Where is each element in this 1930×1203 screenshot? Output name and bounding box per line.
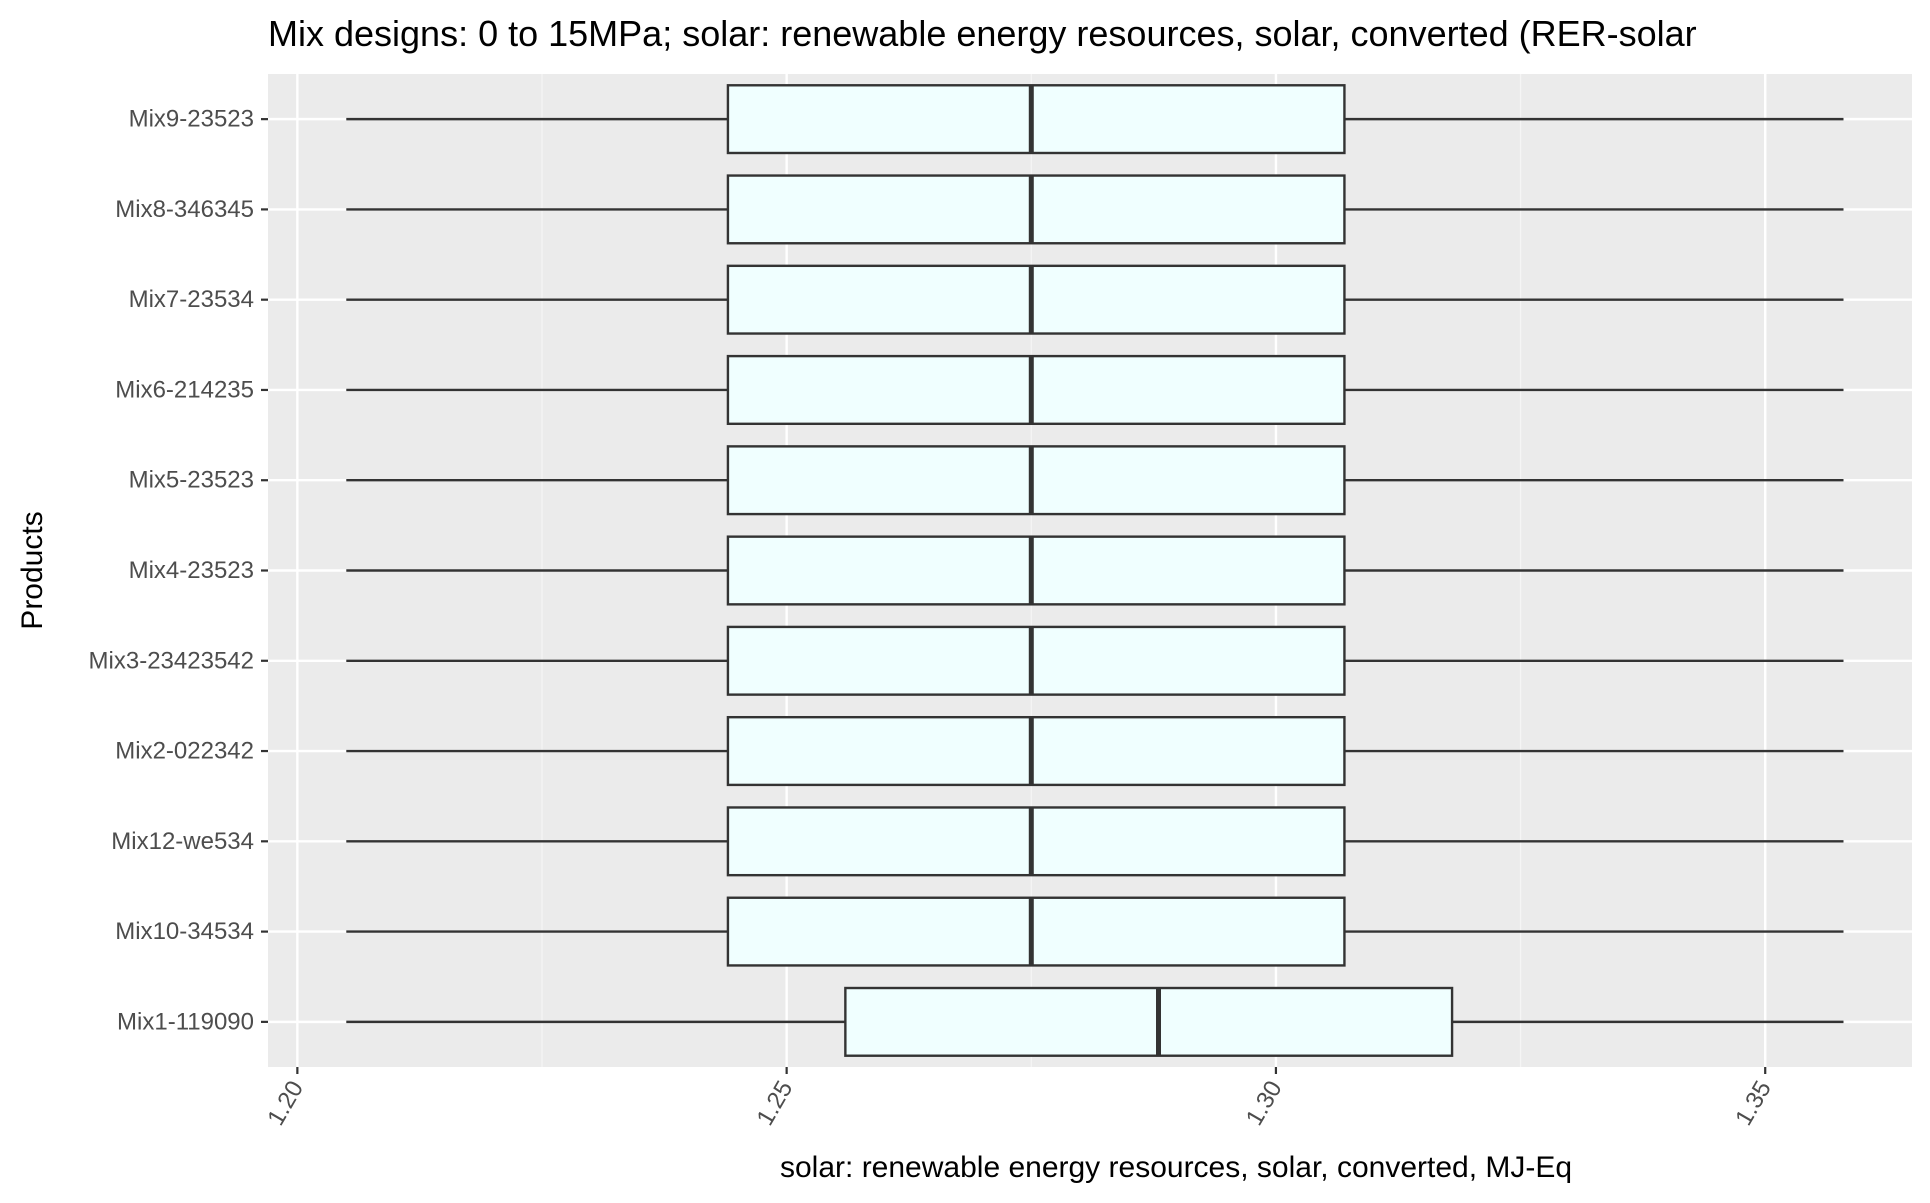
boxes [346,84,1844,1057]
iqr-box [726,625,1346,696]
box-Mix8-346345 [346,174,1844,245]
y-tick-label: Mix10-34534 [115,918,254,945]
box-Mix3-23423542 [346,625,1844,696]
y-tick-label: Mix8-346345 [115,196,254,223]
iqr-box [844,986,1454,1057]
box-Mix6-214235 [346,354,1844,426]
y-axis-title: Products [16,511,49,629]
iqr-box [726,445,1346,516]
box-Mix12-we534 [346,806,1844,877]
y-tick-label: Mix3-23423542 [89,647,254,674]
box-Mix9-23523 [346,84,1844,155]
iqr-box [726,806,1346,877]
iqr-box [726,535,1346,606]
y-tick-label: Mix1-119090 [117,1008,254,1035]
y-tick-label: Mix12-we534 [111,828,254,855]
box-Mix1-119090 [346,986,1844,1057]
y-tick-label: Mix4-23523 [129,557,254,584]
iqr-box [726,715,1346,787]
iqr-box [726,354,1346,426]
chart-title: Mix designs: 0 to 15MPa; solar: renewabl… [268,13,1697,54]
box-Mix4-23523 [346,535,1844,606]
iqr-box [726,84,1346,155]
y-tick-label: Mix2-022342 [115,738,254,765]
axes: Mix1-119090 Mix10-34534 Mix12-we534 Mix2-02… [89,106,1777,1131]
iqr-box [726,174,1346,245]
iqr-box [726,896,1346,967]
box-Mix5-23523 [346,445,1844,516]
box-Mix7-23534 [346,264,1844,335]
y-tick-label: Mix6-214235 [115,376,254,403]
box-Mix2-022342 [346,715,1844,787]
iqr-box [726,264,1346,335]
x-axis-title: solar: renewable energy resources, solar… [780,1151,1572,1184]
box-Mix10-34534 [346,896,1844,967]
y-tick-label: Mix9-23523 [129,106,254,133]
y-tick-label: Mix7-23534 [129,286,254,313]
y-tick-label: Mix5-23523 [129,467,254,494]
